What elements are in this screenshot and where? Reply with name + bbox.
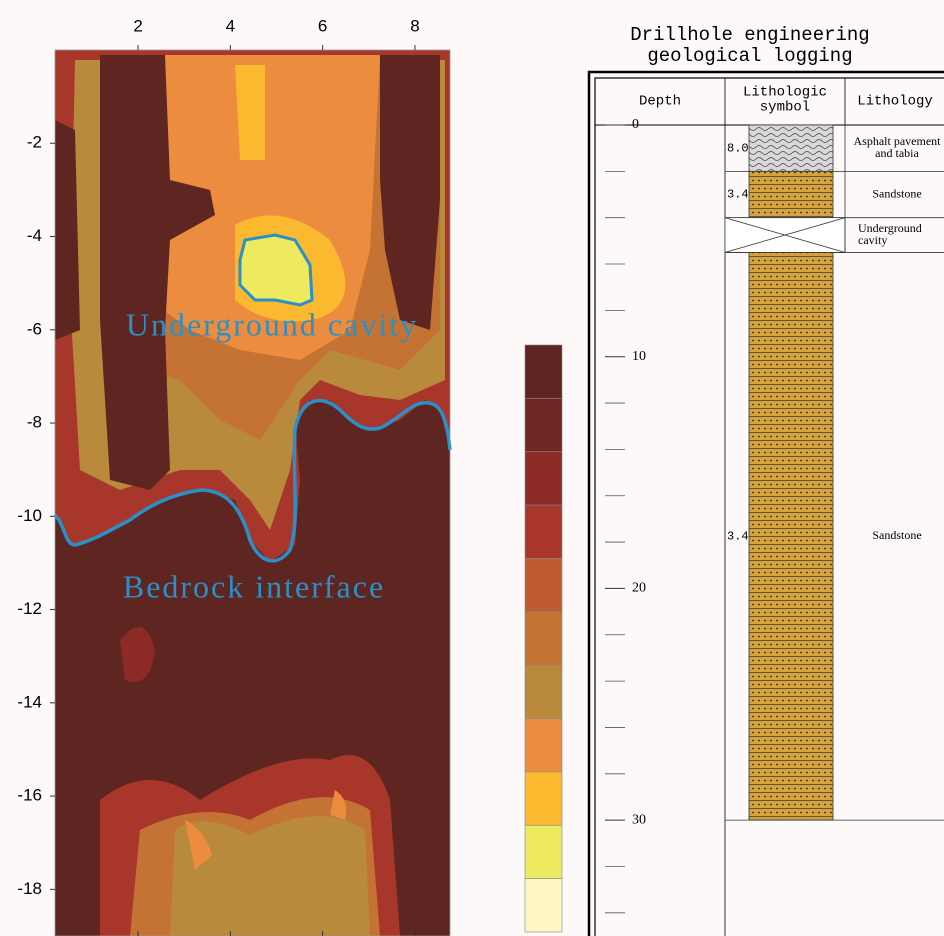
sandstone-symbol (749, 252, 833, 820)
asphalt-symbol (749, 125, 833, 171)
x-tick-label: 8 (410, 16, 419, 35)
colorbar-band (525, 719, 562, 772)
colorbar (525, 345, 562, 932)
depth-label: 10 (632, 349, 646, 364)
y-tick-label: -4 (27, 226, 42, 245)
x-tick-label: 4 (226, 16, 235, 35)
colorbar-band (525, 505, 562, 558)
colorbar-band (525, 612, 562, 665)
annotation: Bedrock interface (123, 568, 385, 604)
figure: Underground cavity Bedrock interface 2 4 6… (0, 0, 944, 936)
y-tick-label: -6 (27, 319, 42, 338)
log-title: Drillhole engineering (630, 24, 869, 46)
colorbar-band (525, 345, 562, 398)
thickness-label: 3.4 (727, 529, 749, 543)
depth-label: 30 (632, 812, 646, 827)
depth-label: 20 (632, 581, 646, 596)
colorbar-band (525, 665, 562, 718)
log-title: geological logging (647, 45, 852, 67)
colorbar-band (525, 558, 562, 611)
colorbar-band (525, 452, 562, 505)
thickness-label: 3.4 (727, 188, 749, 202)
y-tick-label: -12 (17, 599, 42, 618)
lithology-label: and tabia (875, 146, 919, 160)
sandstone-symbol (749, 171, 833, 217)
y-tick-label: -8 (27, 413, 42, 432)
column-header: Lithologic (743, 85, 827, 101)
column-header: Depth (639, 94, 681, 110)
contour-field (55, 50, 450, 936)
column-header: symbol (760, 100, 810, 116)
lithology-label: Sandstone (872, 528, 921, 542)
y-tick-label: -16 (17, 786, 42, 805)
depth-label: 0 (632, 117, 639, 132)
lithology-label: Sandstone (872, 186, 921, 200)
thickness-label: 8.0 (727, 141, 749, 155)
colorbar-band (525, 879, 562, 932)
y-tick-label: -18 (17, 879, 42, 898)
lithology-label: cavity (858, 233, 887, 247)
colorbar-band (525, 772, 562, 825)
colorbar-band (525, 398, 562, 451)
y-tick-label: -10 (17, 506, 42, 525)
y-tick-label: -2 (27, 133, 42, 152)
y-tick-label: -14 (17, 692, 42, 711)
x-tick-label: 6 (318, 16, 327, 35)
x-tick-label: 2 (133, 16, 142, 35)
colorbar-band (525, 825, 562, 878)
annotation: Underground cavity (126, 306, 418, 342)
column-header: Lithology (857, 94, 933, 110)
